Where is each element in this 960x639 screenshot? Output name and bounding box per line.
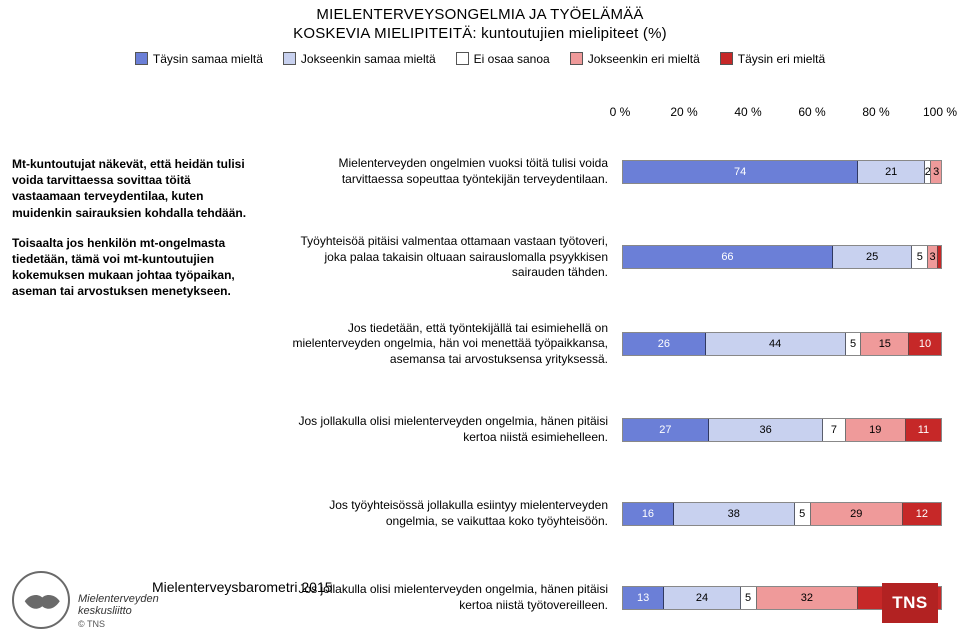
stacked-bar: 662553	[622, 245, 942, 269]
legend-swatch	[135, 52, 148, 65]
bar-segment: 38	[674, 503, 795, 525]
barometri-label: Mielenterveysbarometri 2015	[152, 579, 333, 595]
title-line-1: MIELENTERVEYSONGELMIA JA TYÖELÄMÄÄ	[0, 6, 960, 25]
chart-row: Jos tiedetään, että työntekijällä tai es…	[278, 321, 948, 368]
bar-segment: 15	[861, 333, 909, 355]
bar-segment: 5	[795, 503, 811, 525]
legend-item: Täysin samaa mieltä	[135, 52, 263, 66]
row-label: Jos työyhteisössä jollakulla esiintyy mi…	[278, 498, 622, 529]
bar-segment: 27	[623, 419, 709, 441]
chart-row: Mielenterveyden ongelmien vuoksi töitä t…	[278, 150, 948, 194]
bar-segment: 16	[623, 503, 674, 525]
legend-swatch	[283, 52, 296, 65]
bar-segment: 44	[706, 333, 846, 355]
legend-label: Täysin samaa mieltä	[153, 52, 263, 66]
bar-segment: 3	[928, 246, 938, 268]
legend-swatch	[570, 52, 583, 65]
stacked-bar: 264451510	[622, 332, 942, 356]
tns-logo: TNS	[882, 583, 938, 623]
legend-item: Täysin eri mieltä	[720, 52, 825, 66]
legend-label: Jokseenkin eri mieltä	[588, 52, 700, 66]
bar-segment: 36	[709, 419, 823, 441]
chart-legend: Täysin samaa mieltä Jokseenkin samaa miel…	[0, 52, 960, 66]
bar-segment: 10	[909, 333, 941, 355]
bar-segment: 74	[623, 161, 858, 183]
org-name-1: Mielenterveyden	[78, 593, 159, 605]
legend-item: Jokseenkin samaa mieltä	[283, 52, 436, 66]
legend-swatch	[720, 52, 733, 65]
copyright: © TNS	[78, 619, 159, 629]
stacked-bar: 742123	[622, 160, 942, 184]
stacked-bar-chart: Mielenterveyden ongelmien vuoksi töitä t…	[278, 150, 948, 639]
bar-segment: 11	[906, 419, 941, 441]
chart-row: Jos työyhteisössä jollakulla esiintyy mi…	[278, 492, 948, 536]
chart-row: Työyhteisöä pitäisi valmentaa ottamaan v…	[278, 234, 948, 281]
legend-label: Ei osaa sanoa	[474, 52, 550, 66]
bar-segment: 26	[623, 333, 706, 355]
bar-segment: 29	[811, 503, 903, 525]
side-commentary: Mt-kuntoutujat näkevät, että heidän tuli…	[12, 156, 260, 314]
row-label: Jos jollakulla olisi mielenterveyden ong…	[278, 414, 622, 445]
bar-segment	[938, 246, 941, 268]
org-logo: Mielenterveyden keskusliitto © TNS	[12, 571, 159, 629]
row-label: Mielenterveyden ongelmien vuoksi töitä t…	[278, 156, 622, 187]
legend-item: Jokseenkin eri mieltä	[570, 52, 700, 66]
chart-title-block: MIELENTERVEYSONGELMIA JA TYÖELÄMÄÄ KOSKE…	[0, 0, 960, 44]
bar-segment: 5	[912, 246, 928, 268]
chart-row: Jos jollakulla olisi mielenterveyden ong…	[278, 408, 948, 452]
bar-segment: 66	[623, 246, 833, 268]
legend-swatch	[456, 52, 469, 65]
commentary-para-2: Toisaalta jos henkilön mt-ongelmasta tie…	[12, 236, 235, 299]
legend-label: Jokseenkin samaa mieltä	[301, 52, 436, 66]
bar-segment: 5	[846, 333, 862, 355]
bar-segment: 21	[858, 161, 925, 183]
page-footer: Mielenterveyden keskusliitto © TNS Miele…	[12, 569, 948, 629]
bar-segment: 3	[931, 161, 941, 183]
row-label: Jos tiedetään, että työntekijällä tai es…	[278, 321, 622, 368]
row-label: Työyhteisöä pitäisi valmentaa ottamaan v…	[278, 234, 622, 281]
bar-segment: 25	[833, 246, 913, 268]
legend-label: Täysin eri mieltä	[738, 52, 825, 66]
handshake-icon	[12, 571, 70, 629]
commentary-para-1: Mt-kuntoutujat näkevät, että heidän tuli…	[12, 157, 246, 220]
title-line-2: KOSKEVIA MIELIPITEITÄ: kuntoutujien miel…	[0, 25, 960, 44]
bar-segment: 19	[846, 419, 906, 441]
legend-item: Ei osaa sanoa	[456, 52, 550, 66]
stacked-bar: 163852912	[622, 502, 942, 526]
bar-segment: 7	[823, 419, 845, 441]
stacked-bar: 273671911	[622, 418, 942, 442]
bar-segment: 12	[903, 503, 941, 525]
org-name-2: keskusliitto	[78, 605, 159, 617]
